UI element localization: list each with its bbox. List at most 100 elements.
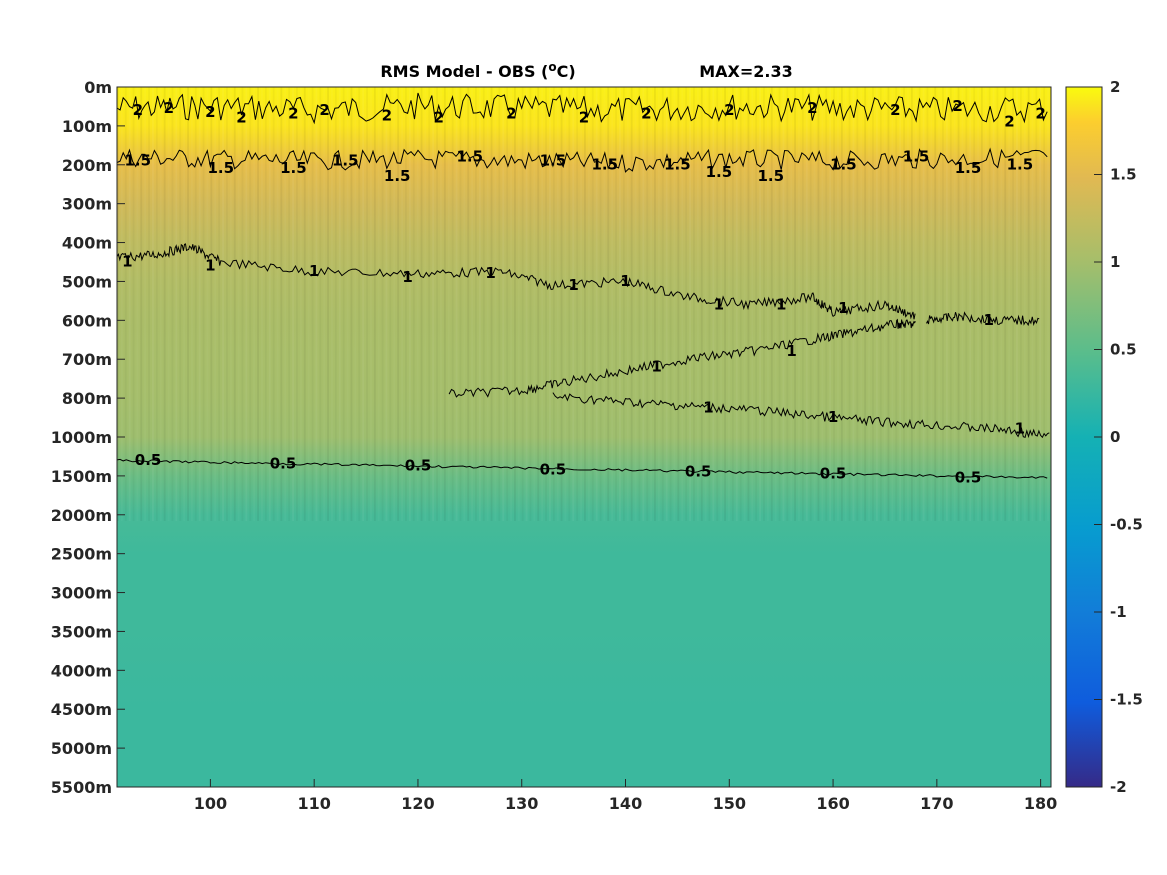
texture-stripe [607, 87, 610, 521]
contour-label: 0.5 [540, 461, 567, 479]
texture-stripe [308, 87, 310, 521]
texture-stripe [238, 87, 240, 521]
contour-label: 0.5 [405, 457, 432, 475]
texture-stripe [732, 87, 734, 521]
texture-stripe [654, 87, 656, 521]
colorbar-tick-label: 1.5 [1110, 166, 1137, 184]
contour-label: 1.5 [664, 155, 691, 173]
texture-stripe [735, 87, 738, 521]
texture-stripe [922, 87, 925, 521]
y-axis: 0m 100m 200m 300m 400m 500m 600m 700m 800m 1000m 1… [51, 78, 125, 797]
y-tick-label: 0m [84, 78, 112, 97]
texture-stripe [195, 87, 197, 521]
texture-stripe [378, 87, 380, 521]
y-tick-label: 100m [62, 117, 112, 136]
texture-stripe [443, 87, 446, 521]
texture-stripe [880, 87, 882, 521]
texture-stripe [362, 87, 365, 521]
x-tick-label: 170 [920, 794, 953, 813]
texture-stripe [674, 87, 676, 521]
contour-line-1 [926, 311, 1040, 327]
texture-stripe [514, 87, 516, 521]
y-tick-label: 4000m [51, 661, 112, 680]
texture-stripe [436, 87, 438, 521]
texture-stripe [312, 87, 314, 521]
colorbar-ticks: 2 1.5 1 0.5 0 -0.5 -1 -1.5 -2 [1094, 78, 1143, 796]
contour-label: 1 [838, 299, 848, 317]
texture-stripe [619, 87, 621, 521]
contour-label: 2 [807, 99, 817, 117]
texture-stripe [117, 87, 119, 521]
y-tick-label: 5000m [51, 739, 112, 758]
contour-label: 1.5 [457, 148, 484, 166]
contour-line-1_5 [117, 147, 1048, 173]
texture-stripe [592, 87, 594, 521]
contour-line-1 [117, 243, 916, 320]
contour-line-1 [448, 318, 916, 398]
texture-stripe [242, 87, 244, 521]
contour-label: 2 [1035, 105, 1045, 123]
texture-stripe [595, 87, 598, 521]
contour-label: 1 [402, 268, 412, 286]
texture-stripe [163, 87, 166, 521]
x-tick-label: 130 [505, 794, 538, 813]
texture-stripe [969, 87, 972, 521]
contour-label: 1.5 [280, 159, 307, 177]
texture-stripe [997, 87, 999, 521]
texture-stripe [280, 87, 283, 521]
texture-stripe [265, 87, 267, 521]
y-tick-label: 5500m [51, 778, 112, 797]
y-tick-label: 500m [62, 272, 112, 291]
texture-stripe [770, 87, 773, 521]
contour-label: 2 [506, 105, 516, 123]
contour-label: 1 [776, 295, 786, 313]
texture-stripe [833, 87, 835, 521]
x-axis: 100 110 120 130 140 150 160 170 180 [194, 779, 1057, 813]
texture-stripe [233, 87, 236, 521]
contour-label: 2 [1004, 113, 1014, 131]
texture-stripe [432, 87, 435, 521]
texture-stripe [522, 87, 524, 521]
texture-stripe [962, 87, 964, 521]
y-tick-label: 2000m [51, 506, 112, 525]
texture-stripe [1020, 87, 1022, 521]
texture-stripe [506, 87, 508, 521]
texture-stripe [860, 87, 862, 521]
texture-stripe [662, 87, 664, 521]
texture-stripe [467, 87, 470, 521]
texture-stripe [373, 87, 376, 521]
texture-stripe [965, 87, 967, 521]
contour-label: 2 [890, 101, 900, 119]
contour-label: 1 [703, 398, 713, 416]
contour-label: 1.5 [903, 148, 930, 166]
texture-stripe [794, 87, 796, 521]
texture-stripe [630, 87, 633, 521]
texture-stripe [810, 87, 812, 521]
colorbar-tick-label: -2 [1110, 778, 1127, 796]
texture-stripe [954, 87, 956, 521]
contour-label: 1.5 [1007, 155, 1034, 173]
contour-label: 1 [620, 272, 630, 290]
contour-label: 1 [983, 311, 993, 329]
texture-stripe [973, 87, 975, 521]
texture-stripe [825, 87, 827, 521]
texture-stripe [191, 87, 193, 521]
contour-label: 1.5 [955, 159, 982, 177]
contour-label: 0.5 [820, 464, 847, 482]
colorbar-tick-label: -1 [1110, 603, 1127, 621]
texture-stripe [327, 87, 329, 521]
texture-stripe [401, 87, 403, 521]
y-tick-label: 700m [62, 350, 112, 369]
texture-stripe [198, 87, 201, 521]
texture-stripe [805, 87, 808, 521]
texture-stripe [685, 87, 687, 521]
colorbar-tick-label: 1 [1110, 253, 1120, 271]
texture-stripe [639, 87, 641, 521]
plot-area: 2 2 2 2 2 2 2 2 2 2 2 2 2 2 2 2 2 1.5 1.5 1.5 1.5 1.5 1.5 1.5 1.… [116, 86, 1052, 788]
texture-stripe [891, 87, 893, 521]
texture-stripe [257, 87, 259, 521]
contour-label: 1 [651, 358, 661, 376]
texture-stripe [1039, 87, 1042, 521]
texture-stripe [568, 87, 570, 521]
texture-stripe [397, 87, 400, 521]
